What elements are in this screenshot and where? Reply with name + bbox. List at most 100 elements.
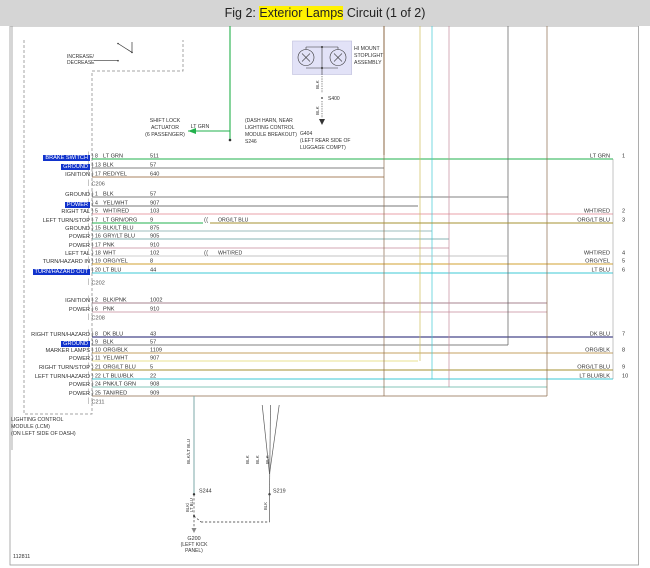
- svg-text:): ): [92, 171, 94, 178]
- svg-text:9: 9: [150, 218, 153, 224]
- svg-text:STOPLIGHT: STOPLIGHT: [354, 53, 384, 59]
- svg-text:BLK: BLK: [103, 192, 114, 198]
- svg-text:(6 PASSENGER): (6 PASSENGER): [145, 132, 185, 138]
- svg-text:BLK: BLK: [315, 79, 320, 89]
- svg-text:19: 19: [95, 259, 101, 265]
- svg-text:BLK/PNK: BLK/PNK: [103, 298, 127, 304]
- svg-text:HI MOUNT: HI MOUNT: [354, 46, 380, 52]
- svg-text:7: 7: [622, 332, 625, 338]
- svg-text:ACTUATOR: ACTUATOR: [151, 125, 179, 131]
- svg-text:): ): [92, 347, 94, 354]
- svg-text:): ): [92, 208, 94, 215]
- svg-text:ORG/BLK: ORG/BLK: [585, 348, 610, 354]
- svg-text:LT BLU: LT BLU: [592, 268, 610, 274]
- svg-text:57: 57: [150, 192, 156, 198]
- svg-text:YEL/WHT: YEL/WHT: [103, 201, 128, 207]
- svg-text:(LEFT REAR SIDE OF: (LEFT REAR SIDE OF: [300, 138, 350, 144]
- svg-text:8: 8: [95, 154, 98, 160]
- svg-text:((: ((: [204, 250, 209, 257]
- svg-text:): ): [92, 381, 94, 388]
- svg-text:2: 2: [622, 209, 625, 215]
- svg-text:ORG/BLK: ORG/BLK: [103, 348, 128, 354]
- svg-text:LT BLU/BLK: LT BLU/BLK: [579, 374, 610, 380]
- svg-text:MODULE BREAKOUT): MODULE BREAKOUT): [245, 132, 297, 138]
- svg-text:102: 102: [150, 251, 159, 257]
- svg-text:8: 8: [95, 332, 98, 338]
- svg-text:LT BLU: LT BLU: [103, 268, 121, 274]
- svg-text:(DASH HARN, NEAR: (DASH HARN, NEAR: [245, 118, 293, 124]
- svg-text:WHT/RED: WHT/RED: [584, 209, 610, 215]
- svg-text:875: 875: [150, 226, 159, 232]
- svg-text:TAN/RED: TAN/RED: [103, 391, 127, 397]
- svg-text:4: 4: [622, 251, 625, 257]
- svg-text:9: 9: [622, 365, 625, 371]
- svg-text:13: 13: [95, 163, 101, 169]
- svg-text:ORG/LT BLU: ORG/LT BLU: [218, 218, 249, 224]
- svg-text:BLK/LT BLU: BLK/LT BLU: [186, 439, 191, 464]
- svg-text:WHT: WHT: [103, 251, 116, 257]
- svg-text:S246: S246: [245, 139, 257, 145]
- svg-text:): ): [92, 339, 94, 346]
- svg-text:DECREASE: DECREASE: [67, 60, 95, 66]
- svg-text:ORG/YEL: ORG/YEL: [585, 259, 610, 265]
- svg-text:): ): [92, 250, 94, 257]
- svg-text:S219: S219: [273, 488, 286, 494]
- svg-text:): ): [92, 331, 94, 338]
- svg-text:G404: G404: [300, 131, 312, 137]
- svg-text:BLK: BLK: [103, 340, 114, 346]
- svg-text:): ): [92, 297, 94, 304]
- svg-text:9: 9: [95, 340, 98, 346]
- svg-text:16: 16: [95, 234, 101, 240]
- svg-text:908: 908: [150, 382, 159, 388]
- svg-text:): ): [92, 162, 94, 169]
- svg-text:8: 8: [622, 348, 625, 354]
- svg-text:15: 15: [95, 226, 101, 232]
- svg-text:DK BLU: DK BLU: [590, 332, 610, 338]
- svg-text:SHIFT LOCK: SHIFT LOCK: [150, 118, 181, 124]
- svg-text:): ): [92, 200, 94, 207]
- svg-text:909: 909: [150, 391, 159, 397]
- svg-text:BLK: BLK: [103, 163, 114, 169]
- svg-text:): ): [92, 217, 94, 224]
- svg-text:PNK: PNK: [103, 243, 115, 249]
- svg-text:1109: 1109: [150, 348, 162, 354]
- svg-text:S400: S400: [328, 96, 340, 102]
- svg-text:C208: C208: [92, 316, 105, 322]
- svg-text:GRY/LT BLU: GRY/LT BLU: [103, 234, 135, 240]
- svg-text:43: 43: [150, 332, 156, 338]
- svg-text:LT GRN: LT GRN: [103, 154, 123, 160]
- svg-text:ORG/LT BLU: ORG/LT BLU: [577, 218, 610, 224]
- svg-text:3: 3: [622, 218, 625, 224]
- svg-text:): ): [92, 258, 94, 265]
- svg-text:1002: 1002: [150, 298, 162, 304]
- svg-text:LUGGAGE COMPT): LUGGAGE COMPT): [300, 145, 346, 151]
- svg-text:907: 907: [150, 201, 159, 207]
- svg-text:907: 907: [150, 356, 159, 362]
- svg-text:BLK: BLK: [255, 454, 260, 464]
- svg-text:): ): [92, 242, 94, 249]
- svg-text:11: 11: [95, 356, 100, 362]
- svg-text:C202: C202: [92, 281, 105, 287]
- svg-text:ORG/LT BLU: ORG/LT BLU: [103, 365, 136, 371]
- svg-text:LT GRN/ORG: LT GRN/ORG: [103, 218, 137, 224]
- svg-text:): ): [92, 153, 94, 160]
- svg-text:): ): [92, 225, 94, 232]
- svg-text:21: 21: [95, 365, 101, 371]
- svg-text:5: 5: [622, 259, 625, 265]
- svg-text:BLK: BLK: [315, 105, 320, 115]
- svg-text:LIGHTING CONTROL: LIGHTING CONTROL: [245, 125, 295, 131]
- svg-text:112811: 112811: [13, 554, 30, 560]
- svg-text:WHT/RED: WHT/RED: [218, 251, 242, 257]
- svg-text:910: 910: [150, 307, 159, 313]
- svg-text:10: 10: [622, 374, 628, 380]
- svg-text:): ): [92, 233, 94, 240]
- svg-text:BLK: BLK: [265, 454, 270, 464]
- svg-text:1: 1: [622, 154, 625, 160]
- svg-text:22: 22: [95, 374, 101, 380]
- svg-text:18: 18: [95, 251, 101, 257]
- svg-text:2: 2: [95, 298, 98, 304]
- svg-text:S244: S244: [199, 488, 212, 494]
- svg-text:PNK: PNK: [103, 307, 115, 313]
- svg-text:17: 17: [95, 172, 101, 178]
- svg-text:640: 640: [150, 172, 159, 178]
